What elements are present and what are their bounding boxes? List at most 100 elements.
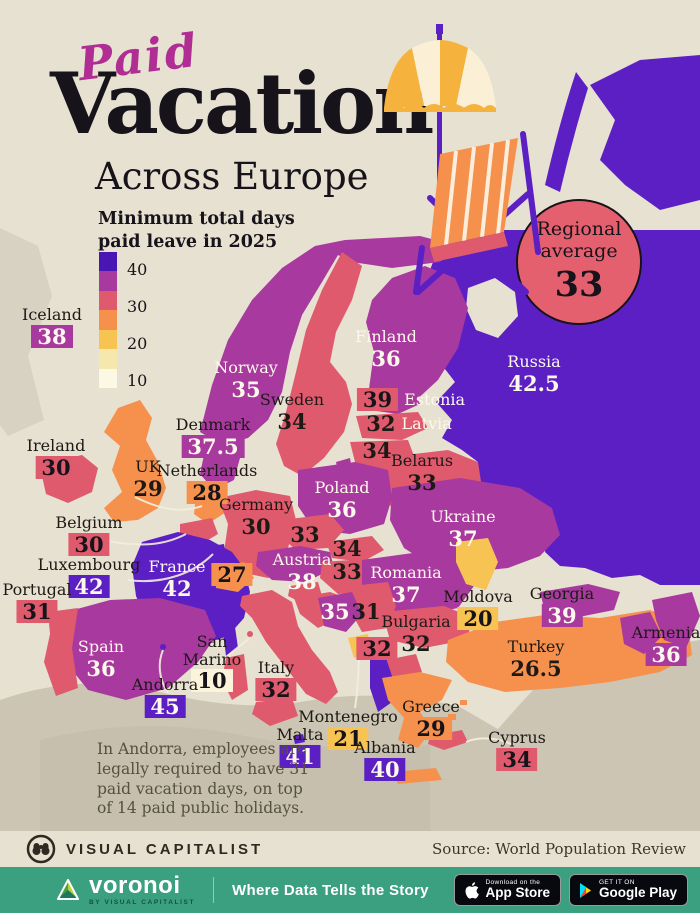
legend-tick-30: 30	[127, 297, 148, 316]
country-label-austria: Austria 38	[272, 550, 332, 594]
shape-finland	[366, 266, 468, 412]
country-label-iceland: Iceland 38	[22, 305, 82, 349]
shape-sweden	[276, 252, 362, 476]
visual-capitalist-logo-icon	[26, 834, 56, 864]
country-label-armenia: Armenia 36	[631, 623, 700, 667]
legend-color-segment	[99, 271, 117, 291]
shape-serbia	[350, 582, 396, 632]
country-label-cyprus: Cyprus 34	[488, 728, 546, 772]
shape-andorra	[160, 644, 166, 650]
regional-average-value: 33	[554, 264, 604, 306]
shape-spain	[62, 598, 216, 700]
shape-corsica	[222, 620, 238, 656]
voronoi-bar: voronoi BY VISUAL CAPITALIST Where Data …	[0, 867, 700, 913]
country-label-estonia: 39 Estonia	[356, 388, 465, 411]
deck-chair-illustration	[413, 131, 541, 295]
shape-bulgaria	[382, 606, 474, 648]
country-label-ireland: Ireland 30	[26, 436, 86, 480]
shape-arctic-island-1	[590, 55, 700, 210]
country-label-sweden: Sweden 34	[259, 390, 325, 434]
shape-malta	[293, 734, 305, 744]
shape-latvia	[356, 412, 428, 440]
country-label-czechia: 33	[290, 522, 320, 547]
shape-portugal	[44, 608, 78, 696]
google-play-badge[interactable]: GET IT ON Google Play	[568, 874, 688, 906]
country-label-switzerland: 27	[211, 563, 253, 586]
beach-umbrella-illustration	[384, 24, 496, 228]
country-label-norway: Norway 35	[214, 358, 278, 402]
country-label-france: France 42	[148, 557, 206, 601]
shape-middle-east	[470, 640, 700, 831]
country-label-netherlands: Netherlands 28	[156, 461, 258, 505]
voronoi-logo-icon	[57, 879, 79, 900]
shape-greece	[382, 672, 452, 748]
shape-greenland-edge	[0, 228, 52, 436]
app-store-kicker: Download on the	[485, 878, 541, 886]
shape-uk	[104, 400, 166, 522]
country-label-poland: Poland 36	[314, 478, 370, 522]
shape-slovakia	[326, 536, 384, 562]
shape-arctic-island-2	[545, 72, 588, 192]
legend-color-segment	[99, 310, 117, 330]
country-label-belgium: Belgium 30	[55, 513, 123, 557]
legend-tick-10: 10	[127, 371, 148, 390]
shape-white-sea	[466, 278, 518, 338]
country-label-latvia: 32 Latvia	[366, 411, 452, 436]
country-label-denmark: Denmark 37.5	[175, 415, 251, 459]
shape-greek-island	[448, 714, 456, 720]
shape-azerbaijan	[652, 592, 700, 648]
country-label-bulgaria: Bulgaria 32	[381, 612, 451, 656]
source-credit: Source: World Population Review	[432, 840, 686, 858]
legend-color-segment	[99, 368, 117, 388]
country-label-luxembourg: Luxembourg 42	[37, 555, 141, 599]
country-label-romania: Romania 37	[370, 563, 442, 607]
page-title: Vacation	[50, 54, 434, 153]
shape-bosnia	[318, 592, 362, 632]
shape-moldova	[456, 538, 498, 590]
title-subheading: Across Europe	[95, 155, 369, 198]
footer-row: VISUAL CAPITALIST Source: World Populati…	[0, 831, 700, 867]
shape-africa-inner	[40, 726, 430, 831]
country-label-slovakia: 34	[332, 536, 362, 561]
shape-italy	[240, 590, 338, 704]
shape-norway	[200, 236, 462, 445]
country-label-north-macedonia: 32	[356, 637, 398, 660]
andorra-footnote: In Andorra, employees are legally requir…	[97, 740, 310, 818]
country-label-hungary: 33	[332, 559, 362, 584]
shape-austria	[256, 546, 334, 582]
shape-czechia	[280, 514, 344, 550]
legend-color-segment	[99, 349, 117, 369]
legend-color-segment	[99, 290, 117, 311]
chart-subtitle: Minimum total days paid leave in 2025	[98, 209, 295, 252]
country-label-greece: Greece 29	[402, 697, 460, 741]
google-play-name: Google Play	[598, 885, 677, 901]
country-label-georgia: Georgia 39	[529, 584, 595, 628]
callout-arrows	[103, 496, 514, 746]
legend-tick-20: 20	[127, 334, 148, 353]
legend-color-segment	[99, 252, 117, 272]
app-store-badge[interactable]: Download on the App Store	[454, 874, 561, 906]
country-label-andorra: Andorra 45	[131, 675, 199, 719]
divider	[213, 877, 215, 903]
voronoi-tagline: Where Data Tells the Story	[232, 881, 429, 899]
country-label-russia: Russia 42.5	[507, 352, 561, 396]
regional-average-badge: Regional average 33	[516, 199, 642, 325]
google-play-icon	[579, 882, 591, 898]
country-label-italy: Italy 32	[255, 659, 297, 701]
apple-icon	[465, 881, 480, 899]
country-label-spain: Spain 36	[77, 637, 125, 681]
country-label-serbia: 31	[351, 599, 381, 624]
google-play-kicker: GET IT ON	[598, 878, 635, 886]
shape-greek-island	[460, 700, 467, 705]
country-label-bosnia: 35	[320, 599, 350, 624]
country-label-ukraine: Ukraine 37	[430, 507, 496, 551]
country-label-belarus: Belarus 33	[390, 451, 454, 495]
country-label-moldova: Moldova 20	[443, 587, 513, 631]
country-label-turkey: Turkey 26.5	[507, 637, 565, 681]
legend-color-segment	[99, 329, 117, 350]
country-label-albania: Albania 40	[354, 738, 416, 782]
country-label-san-marino: San Marino 10	[182, 632, 242, 694]
country-label-finland: Finland 36	[355, 327, 417, 371]
